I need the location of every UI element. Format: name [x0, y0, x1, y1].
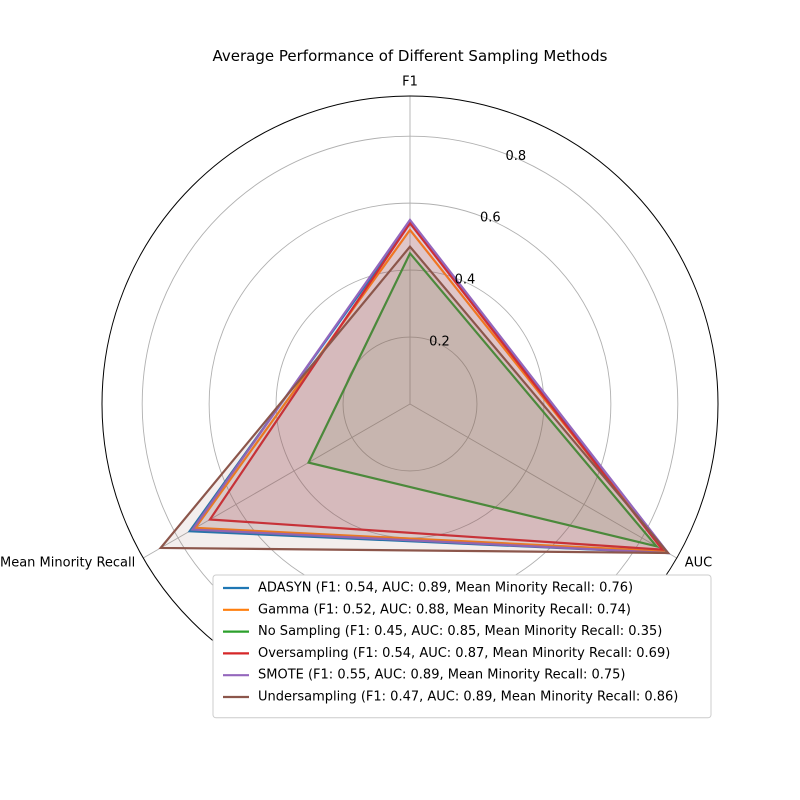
series-polygon-3 — [207, 221, 665, 551]
series-polygon-4 — [190, 218, 671, 555]
radial-tick-labels: 0.2 0.4 0.6 0.8 — [429, 149, 526, 350]
legend-label-0: ADASYN (F1: 0.54, AUC: 0.89, Mean Minori… — [258, 581, 633, 596]
tick-label-2: 0.6 — [480, 211, 501, 226]
series-polygon-1 — [193, 228, 668, 553]
legend-label-1: Gamma (F1: 0.52, AUC: 0.88, Mean Minorit… — [258, 602, 631, 617]
legend-label-2: No Sampling (F1: 0.45, AUC: 0.85, Mean M… — [258, 624, 662, 639]
radar-series — [158, 218, 671, 555]
legend-label-3: Oversampling (F1: 0.54, AUC: 0.87, Mean … — [258, 646, 670, 661]
legend-box — [212, 574, 712, 719]
legend: ADASYN (F1: 0.54, AUC: 0.89, Mean Minori… — [212, 574, 712, 719]
chart-title: Average Performance of Different Samplin… — [213, 47, 608, 65]
axis-spoke-1 — [409, 403, 677, 559]
axis-label-2: Mean Minority Recall — [0, 556, 135, 571]
axis-spoke-2 — [143, 403, 411, 559]
tick-label-0: 0.2 — [429, 335, 450, 350]
legend-label-4: SMOTE (F1: 0.55, AUC: 0.89, Mean Minorit… — [258, 668, 626, 683]
tick-label-3: 0.8 — [505, 149, 526, 164]
axis-label-1: AUC — [685, 556, 713, 571]
series-polygon-5 — [158, 244, 671, 555]
legend-label-5: Undersampling (F1: 0.47, AUC: 0.89, Mean… — [258, 690, 678, 705]
tick-label-1: 0.4 — [455, 273, 476, 288]
series-polygon-2 — [306, 251, 660, 549]
axis-labels: F1 AUC Mean Minority Recall — [0, 75, 712, 571]
axis-label-0: F1 — [402, 75, 418, 90]
